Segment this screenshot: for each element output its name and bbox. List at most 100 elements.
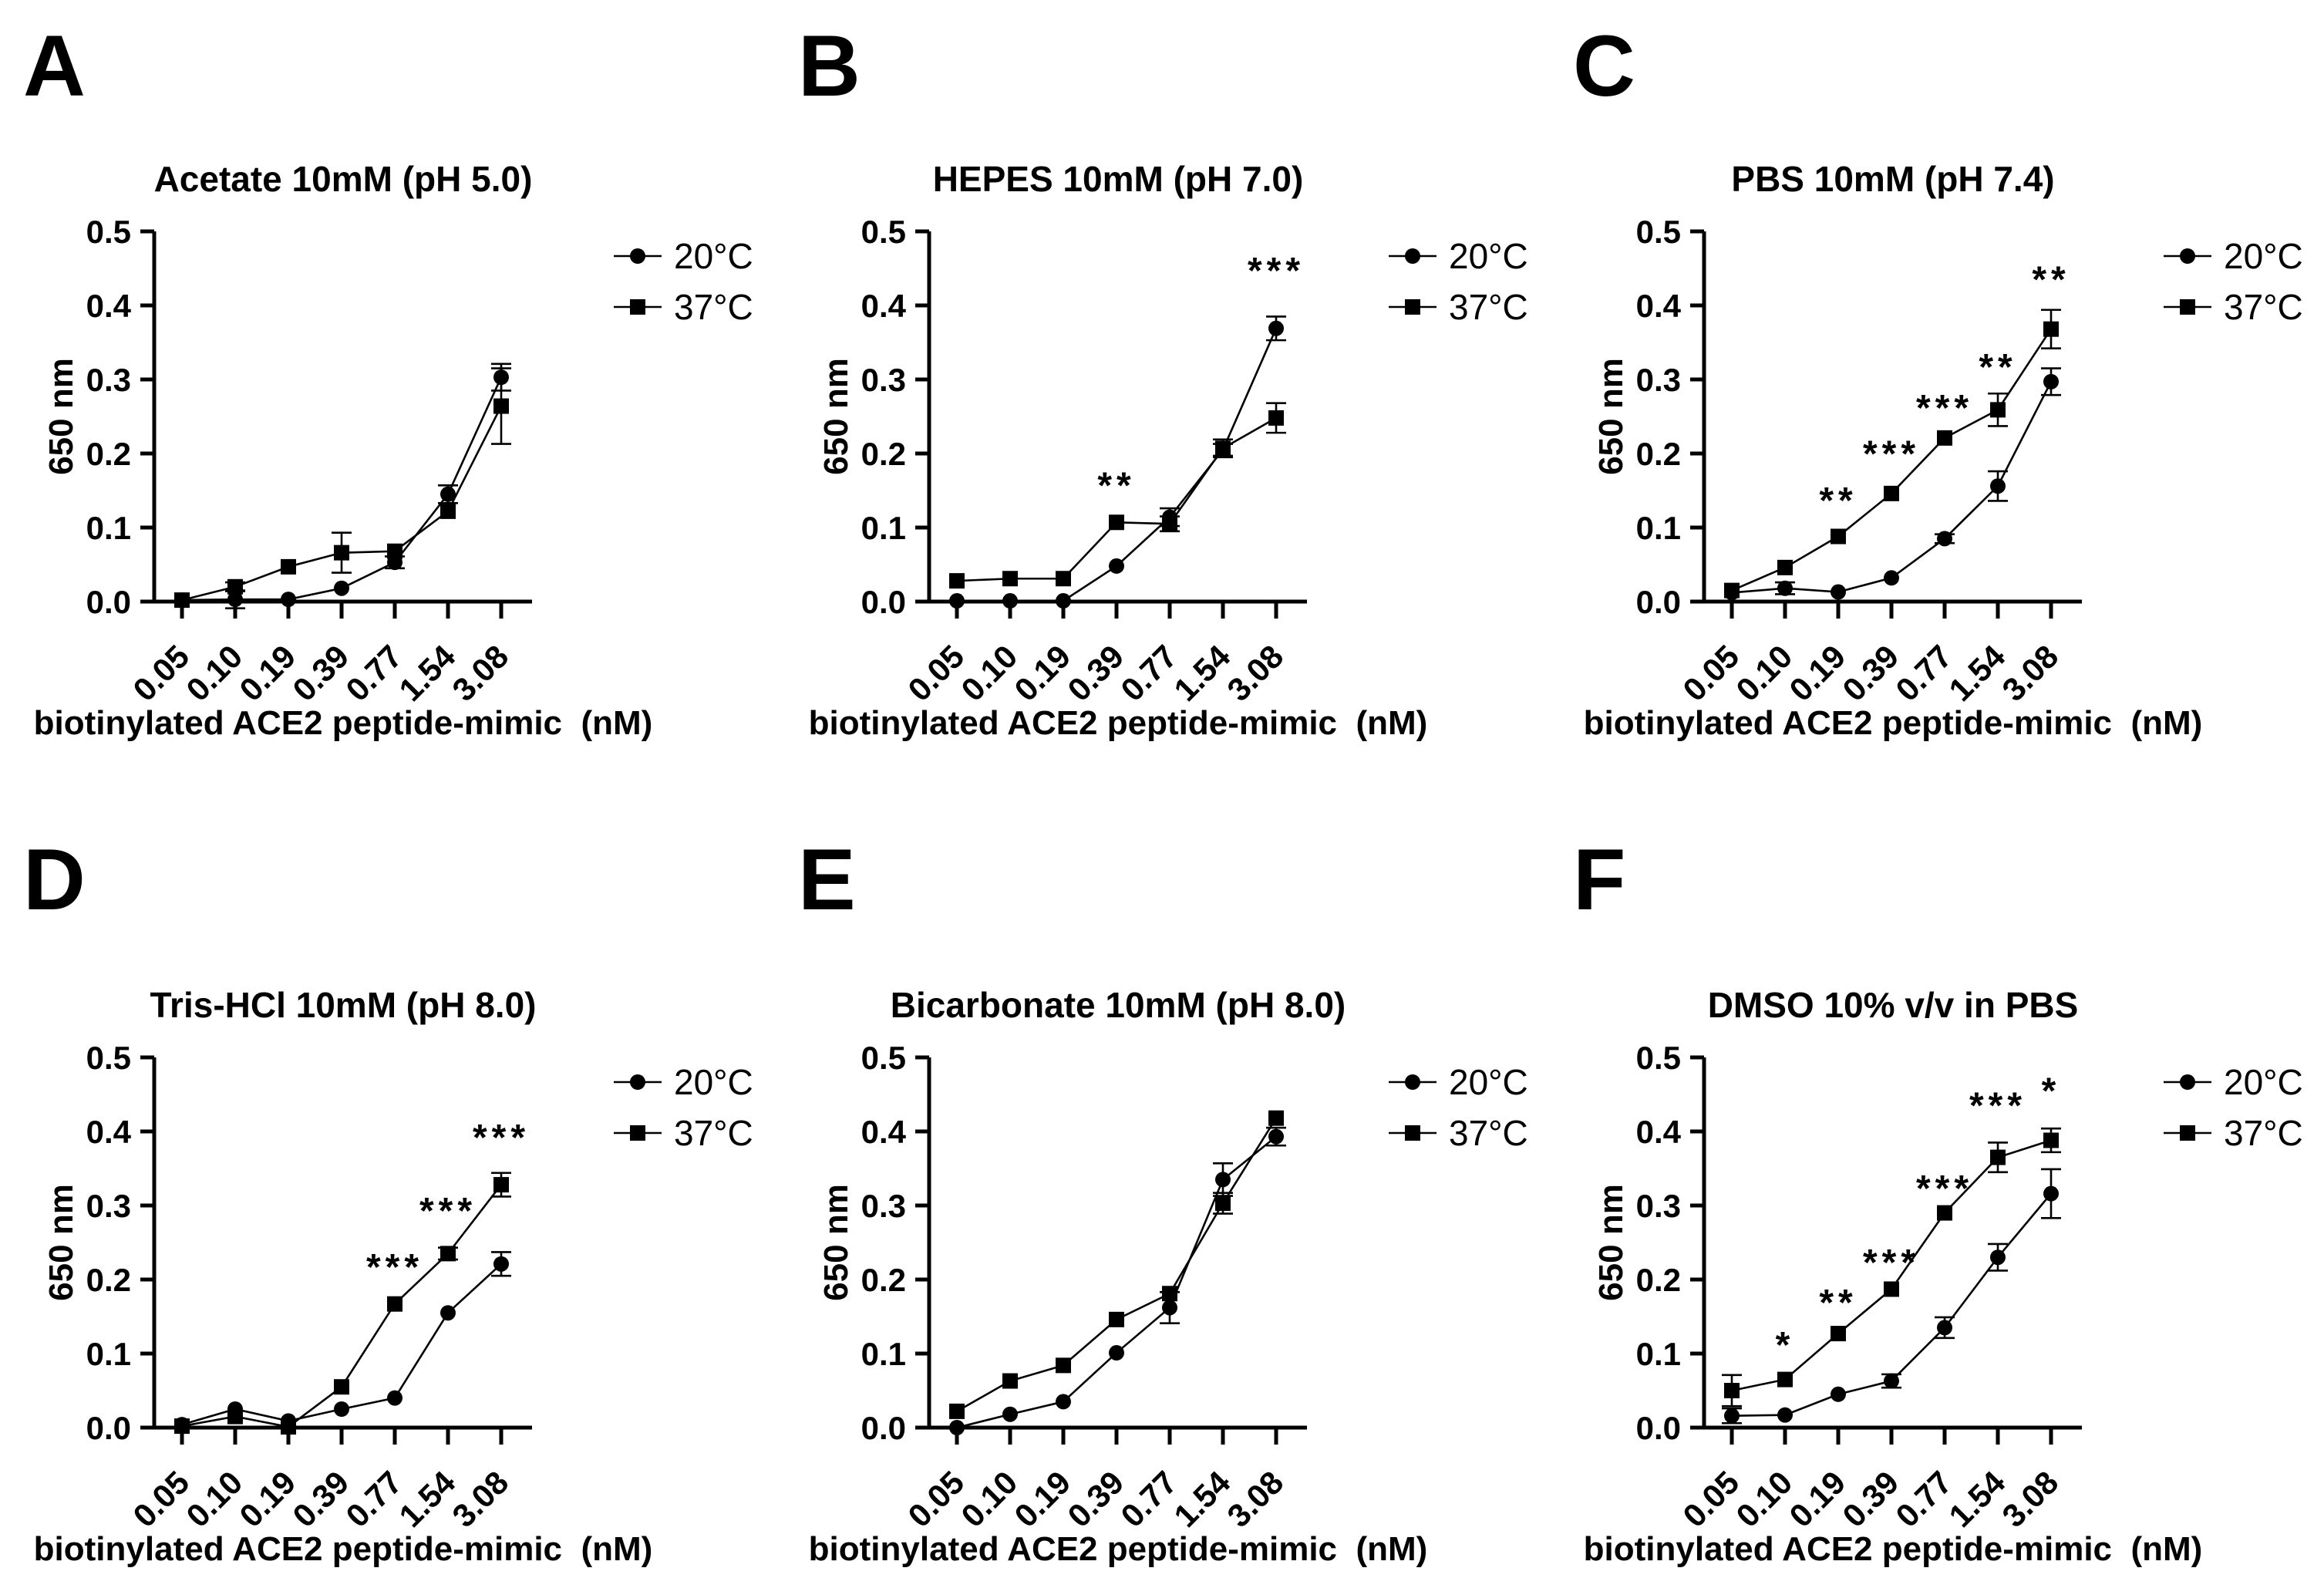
data-point-circle	[1215, 1172, 1231, 1188]
legend-circle-marker	[1405, 1074, 1420, 1090]
data-point-square	[1884, 1281, 1899, 1297]
significance-stars: **	[2032, 260, 2070, 301]
y-tick-label: 0.5	[86, 1040, 131, 1076]
data-point-circle	[1056, 1394, 1071, 1410]
panel-letter-D: D	[23, 831, 86, 928]
x-tick-label: 0.05	[126, 638, 196, 708]
significance-stars: **	[1979, 347, 2016, 388]
x-tick-label: 0.77	[338, 638, 409, 708]
x-axis-label: biotinylated ACE2 peptide-mimic (nM)	[1584, 704, 2203, 742]
data-point-circle	[949, 1420, 965, 1435]
y-tick-label: 0.3	[861, 1188, 906, 1224]
significance-stars: ***	[419, 1191, 477, 1232]
y-axis-label: 650 nm	[817, 358, 855, 475]
y-tick-label: 0.2	[86, 1262, 131, 1298]
x-axis-label: biotinylated ACE2 peptide-mimic (nM)	[809, 704, 1428, 742]
y-tick-label: 0.3	[1636, 1188, 1681, 1224]
y-tick-label: 0.3	[86, 1188, 131, 1224]
y-tick-label: 0.4	[861, 288, 907, 324]
x-tick-label: 1.54	[1167, 638, 1237, 708]
data-point-circle	[2043, 373, 2059, 389]
legend-label: 20°C	[2224, 236, 2303, 276]
data-point-square	[281, 1419, 296, 1435]
x-tick-label: 0.19	[232, 638, 302, 708]
y-tick-label: 0.5	[1636, 1040, 1681, 1076]
x-tick-label: 0.05	[901, 638, 971, 708]
x-tick-label: 0.19	[1007, 638, 1077, 708]
legend-label: 37°C	[2224, 1113, 2303, 1153]
data-point-square	[1990, 1149, 2006, 1165]
x-tick-label: 0.19	[1007, 1464, 1077, 1534]
data-point-square	[1724, 582, 1740, 598]
data-point-square	[493, 398, 509, 414]
data-point-square	[1990, 402, 2006, 418]
data-point-circle	[1268, 1128, 1284, 1145]
data-point-square	[1777, 559, 1793, 575]
y-tick-label: 0.1	[86, 510, 131, 546]
x-tick-label: 3.08	[445, 638, 515, 708]
panel-F: F DMSO 10% v/v in PBS 0.0 0.1 0.2 0.3 0.4 0.5 0…	[1550, 789, 2324, 1578]
chart-title: HEPES 10mM (pH 7.0)	[933, 159, 1304, 199]
legend-label: 20°C	[1449, 1062, 1528, 1102]
data-point-square	[387, 1296, 402, 1312]
significance-stars: ***	[1916, 1168, 1973, 1209]
significance-stars: ***	[1969, 1086, 2026, 1127]
x-tick-label: 1.54	[392, 638, 462, 708]
data-point-circle	[1777, 580, 1793, 596]
data-point-circle	[1162, 1300, 1177, 1316]
y-tick-label: 0.5	[86, 214, 131, 250]
y-tick-label: 0.2	[861, 436, 906, 472]
x-tick-label: 0.19	[1782, 1464, 1852, 1534]
data-point-square	[2043, 321, 2059, 337]
chart-C: PBS 10mM (pH 7.4)0.00.10.20.30.40.50.050…	[1584, 159, 2303, 742]
x-tick-label: 0.77	[1888, 638, 1959, 708]
chart-A: Acetate 10mM (pH 5.0) 0.0 0.1 0.2 0.3 0.4 0.5 0…	[34, 159, 753, 742]
y-tick-label: 0.4	[861, 1114, 907, 1150]
legend-label: 37°C	[1449, 1113, 1528, 1153]
panel-letter-A: A	[23, 18, 86, 114]
significance-stars: **	[1819, 480, 1857, 521]
y-tick-label: 0.0	[861, 1410, 906, 1446]
data-point-circle	[1990, 1249, 2006, 1266]
legend-label: 37°C	[1449, 287, 1528, 327]
significance-stars: ***	[1863, 1243, 1920, 1283]
significance-stars: *	[1776, 1325, 1795, 1366]
legend-circle-marker	[630, 1074, 645, 1090]
y-tick-label: 0.3	[86, 362, 131, 398]
x-tick-label: 1.54	[1942, 638, 2012, 708]
x-tick-label: 0.39	[1835, 1464, 1905, 1534]
data-point-square	[2043, 1132, 2059, 1148]
chart-B: HEPES 10mM (pH 7.0) 0.0 0.1 0.2 0.3 0.4 0.5 0.0…	[809, 159, 1528, 742]
data-point-square	[1162, 1286, 1177, 1302]
data-point-circle	[1724, 1408, 1740, 1424]
chart-title: DMSO 10% v/v in PBS	[1708, 985, 2079, 1025]
legend-square-marker	[630, 299, 645, 315]
data-point-circle	[1777, 1407, 1793, 1423]
y-axis-label: 650 nm	[1592, 358, 1630, 475]
data-point-circle	[2043, 1185, 2059, 1202]
x-tick-label: 0.77	[338, 1464, 409, 1534]
data-point-square	[493, 1177, 509, 1193]
chart-title: Acetate 10mM (pH 5.0)	[154, 159, 533, 199]
data-point-square	[1831, 528, 1846, 545]
data-point-square	[227, 1408, 243, 1425]
series-line	[956, 1118, 1278, 1413]
x-tick-label: 3.08	[1995, 1464, 2065, 1534]
x-tick-label: 0.39	[1060, 1464, 1130, 1534]
x-tick-label: 0.05	[126, 1464, 196, 1534]
legend-circle-marker	[630, 248, 645, 264]
legend-label: 37°C	[2224, 287, 2303, 327]
y-tick-label: 0.2	[861, 1262, 906, 1298]
data-point-circle	[440, 1305, 456, 1321]
y-tick-label: 0.0	[86, 1410, 131, 1446]
significance-stars: *	[2042, 1071, 2061, 1112]
panel-letter-E: E	[798, 831, 856, 928]
data-point-circle	[1937, 531, 1952, 547]
y-tick-label: 0.4	[86, 1114, 132, 1150]
chart-D: Tris-HCl 10mM (pH 8.0) 0.0 0.1 0.2 0.3 0.4 0.5…	[34, 985, 753, 1568]
data-point-square	[1215, 440, 1231, 457]
significance-stars: ***	[366, 1247, 423, 1288]
legend-square-marker	[630, 1125, 645, 1141]
y-tick-label: 0.0	[1636, 1410, 1681, 1446]
